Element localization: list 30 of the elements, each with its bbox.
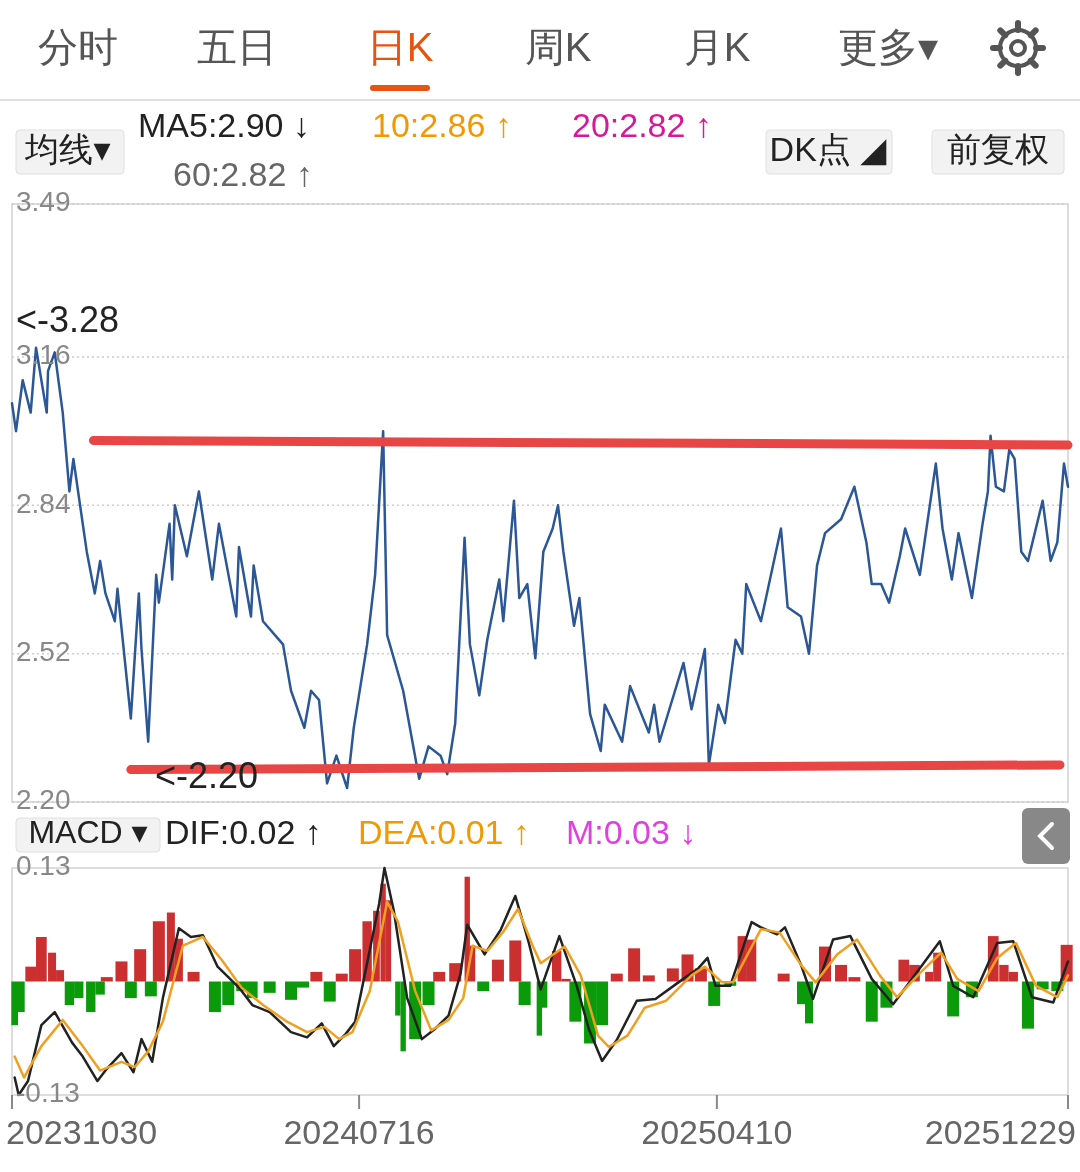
text: 日K — [366, 24, 434, 69]
text: 20:2.82 ↑ — [572, 105, 712, 144]
line-series — [10, 346, 1070, 790]
line-series — [13, 900, 1070, 1079]
y-tick-label: 2.20 — [16, 784, 71, 816]
text: 周K — [524, 24, 592, 69]
text: 分时 — [38, 24, 118, 69]
x-tick-label: 20251229 — [924, 1112, 1076, 1151]
x-tick-label: 20250410 — [641, 1112, 793, 1151]
text: DIF:0.02 ↑ — [165, 812, 322, 851]
y-tick-label: 2.84 — [16, 487, 71, 519]
text: MA5:2.90 ↓ — [138, 105, 310, 144]
y-tick-label: 2.52 — [16, 636, 71, 668]
y-tick-label: 3.49 — [16, 186, 71, 218]
text: M:0.03 ↓ — [566, 812, 697, 851]
text: 10:2.86 ↑ — [372, 105, 512, 144]
x-tick-label: 20231030 — [6, 1112, 158, 1151]
text: DK点 ◢ — [769, 129, 888, 168]
annotation: <-3.28 — [16, 298, 120, 340]
text: 前复权 — [947, 129, 1049, 168]
text: 均线▾ — [24, 129, 111, 168]
text: 更多▾ — [837, 24, 939, 69]
text: MACD ▾ — [28, 814, 148, 851]
text: 60:2.82 ↑ — [173, 154, 313, 193]
text: DEA:0.01 ↑ — [358, 812, 530, 851]
y-tick-label: -0.13 — [16, 1077, 80, 1109]
text: 五日 — [197, 24, 277, 69]
y-tick-label: 0.13 — [16, 850, 71, 882]
text: 月K — [683, 24, 751, 69]
x-tick-label: 20240716 — [283, 1112, 435, 1151]
